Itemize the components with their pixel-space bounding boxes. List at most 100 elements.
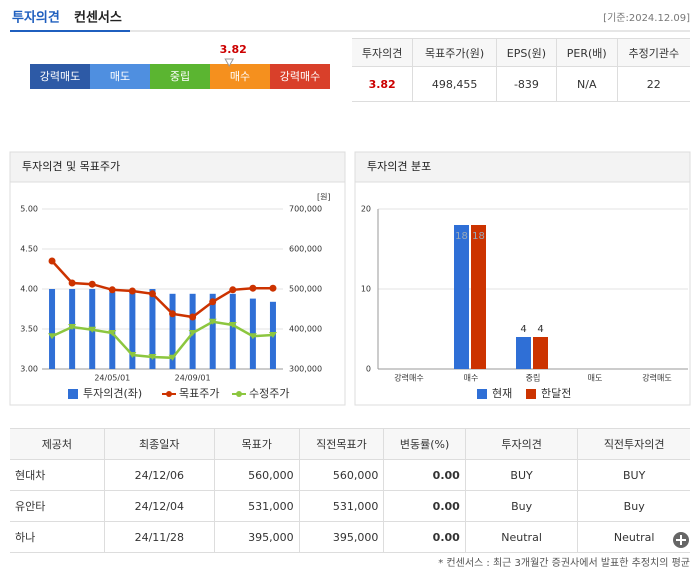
point <box>88 326 97 333</box>
point <box>268 332 277 338</box>
legend-label: 현재 <box>492 387 512 400</box>
panel-header <box>9 151 346 183</box>
bar <box>49 289 56 369</box>
point <box>48 257 56 265</box>
y-tick-label: 20 <box>361 205 371 214</box>
legend-label: 한달전 <box>541 387 571 400</box>
scale-label: 중립 <box>170 70 190 83</box>
bar <box>209 293 216 369</box>
legend-swatch <box>68 389 78 399</box>
legend-label: 목표주가 <box>179 387 219 400</box>
x-tick-label: 24/09/01 <box>175 374 211 383</box>
point <box>48 333 57 340</box>
point <box>248 333 257 340</box>
y2-tick-label: 600,000 <box>289 245 322 254</box>
x-tick-label: 매수 <box>464 374 479 383</box>
bar <box>129 292 136 369</box>
header-row: 제공처 최종일자 목표가 직전목표가 변동률(%) 투자의견 직전투자의견 <box>10 428 690 460</box>
scale-segment <box>30 64 90 89</box>
scale-segment <box>270 64 330 89</box>
cell: 22 <box>616 66 690 102</box>
point <box>269 284 277 292</box>
legend-label: 수정주가 <box>249 387 289 400</box>
bar <box>149 289 156 369</box>
cell: 24/12/04 <box>103 490 215 522</box>
y-tick-label: 4.50 <box>20 245 38 254</box>
cell: 560,000 <box>213 459 300 491</box>
header-cell: 추정기관수 <box>616 38 690 67</box>
point <box>108 286 116 294</box>
opinion-scale: 강력매도 매도 중립 매수 강력매수 3.82 <box>30 43 330 89</box>
cell: 현대차 <box>10 459 105 491</box>
base-date: [기준:2024.12.09] <box>603 12 690 24</box>
point <box>228 322 237 328</box>
x-tick-label: 중립 <box>526 374 541 383</box>
y-tick-label: 10 <box>361 285 371 294</box>
scale-segment <box>150 64 210 89</box>
header-cell: 투자의견 <box>464 428 579 460</box>
cell: 560,000 <box>298 459 385 491</box>
bar <box>516 337 531 369</box>
cell: 0.00 <box>383 490 466 522</box>
point <box>209 298 217 306</box>
point <box>208 318 217 325</box>
point <box>148 354 157 360</box>
cell: 유안타 <box>10 490 105 522</box>
legend-swatch <box>236 391 242 397</box>
panel-header <box>354 151 691 183</box>
point <box>68 279 76 287</box>
point <box>128 352 137 358</box>
cell: BUY <box>464 459 579 491</box>
data-label: 4 <box>520 324 526 335</box>
y2-tick-label: 700,000 <box>289 205 322 214</box>
y-tick-label: 3.00 <box>20 365 38 374</box>
point <box>188 330 197 336</box>
x-tick-label: 강력매도 <box>642 373 671 383</box>
scale-label: 매수 <box>230 70 250 83</box>
scale-label: 강력매도 <box>40 70 80 83</box>
point <box>229 286 237 294</box>
cell: 24/11/28 <box>103 521 215 553</box>
x-tick-label: 매도 <box>588 374 603 383</box>
header-cell: 투자의견 <box>352 38 414 67</box>
cell: 하나 <box>10 521 105 553</box>
bar <box>533 337 548 369</box>
line <box>51 320 274 360</box>
cell: Buy <box>464 490 579 522</box>
legend-label: 투자의견(좌) <box>83 387 142 400</box>
scale-segment <box>90 64 150 89</box>
chart-title: 투자의견 분포 <box>367 160 431 173</box>
bar <box>229 293 236 369</box>
cell: BUY <box>577 459 690 491</box>
y2-axis-label: [원] <box>317 193 331 202</box>
scale-marker-label: 3.82 <box>220 43 247 56</box>
point <box>189 313 197 321</box>
header-cell: 목표주가(원) <box>412 38 497 67</box>
data-label: 4 <box>537 324 543 335</box>
scale-label: 강력매수 <box>280 70 320 83</box>
row: 하나 24/11/28 395,000 395,000 0.00 Neutral Neutr… <box>10 521 690 553</box>
cell: 0.00 <box>383 459 466 491</box>
cell: N/A <box>555 66 618 102</box>
header-cell: 직전투자의견 <box>577 428 690 460</box>
cell: 498,455 <box>412 66 497 102</box>
footnote: * 컨센서스 : 최근 3개월간 증권사에서 발표한 추정치의 평균 <box>438 557 690 569</box>
cell: 531,000 <box>298 490 385 522</box>
header-cell: 최종일자 <box>103 428 215 460</box>
scale-label: 매도 <box>110 70 130 83</box>
header-cell: 목표가 <box>213 428 300 460</box>
title-main: 투자의견 <box>12 10 60 26</box>
value-row: 3.82 498,455 -839 N/A 22 <box>352 66 690 102</box>
point <box>68 324 77 330</box>
summary-table: 투자의견 목표주가(원) EPS(원) PER(배) 추정기관수 3.82 49… <box>352 38 690 102</box>
header-cell: 변동률(%) <box>383 428 466 460</box>
y-tick-label: 3.50 <box>20 325 38 334</box>
legend-swatch <box>526 389 536 399</box>
header-cell: 직전목표가 <box>298 428 385 460</box>
cell: 24/12/06 <box>103 459 215 491</box>
header-row: 투자의견 목표주가(원) EPS(원) PER(배) 추정기관수 <box>352 38 690 67</box>
point <box>169 310 177 318</box>
point <box>168 354 177 361</box>
